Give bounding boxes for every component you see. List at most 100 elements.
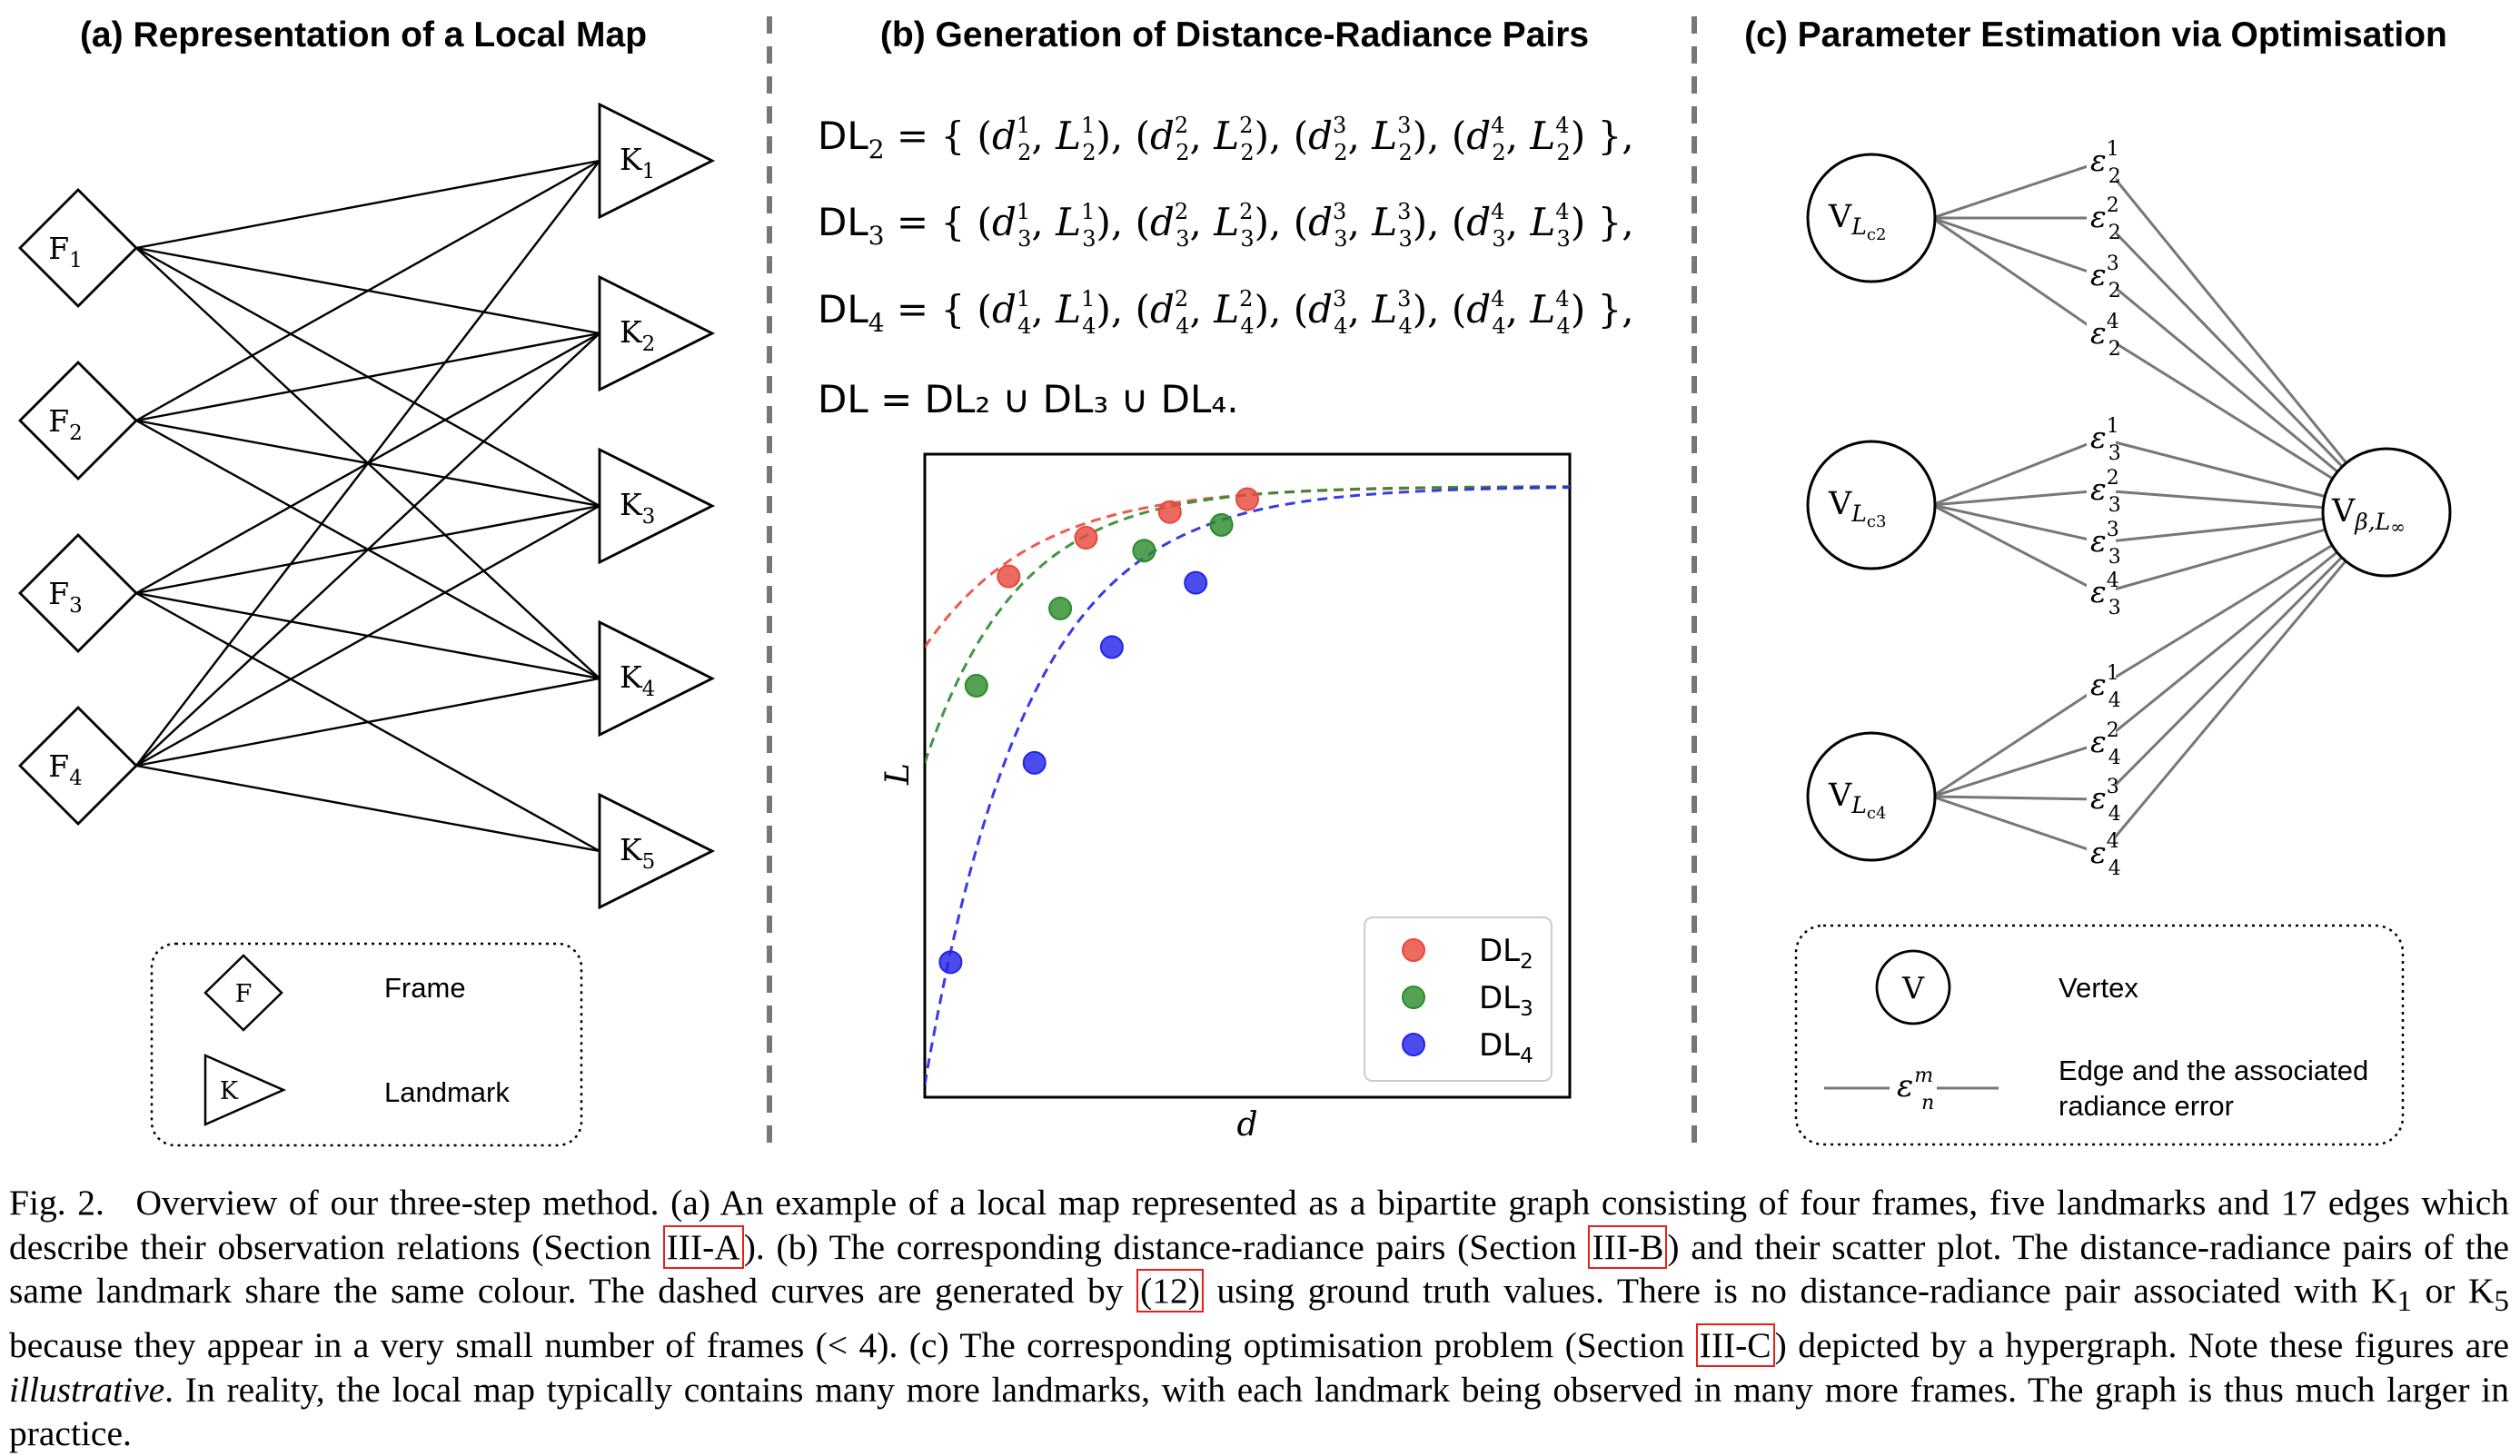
edge-v2-2 xyxy=(1932,216,2344,468)
frame-label-2: F2 xyxy=(48,403,83,445)
caption-text-3: ) and their scatter plot. The distance-r… xyxy=(9,1226,2510,1312)
curve-dl3 xyxy=(925,485,1570,764)
legend-marker-dl3 xyxy=(1402,986,1425,1009)
frame-node-1: F1 xyxy=(18,188,138,308)
edge-v4-4 xyxy=(1931,560,2347,856)
edge-f4-k2 xyxy=(135,332,600,767)
landmark-node-1: K1 xyxy=(598,102,716,220)
frame-label-3: F3 xyxy=(48,576,83,618)
edge-v4-3 xyxy=(1931,556,2343,801)
point-dl3-4 xyxy=(1209,512,1234,537)
caption-text-2: ). (b) The corresponding distance-radian… xyxy=(743,1226,1589,1267)
caption-text-4: using ground truth values. There is no d… xyxy=(1203,1271,2397,1311)
bipartite-edges xyxy=(135,159,600,853)
landmark-label-2: K2 xyxy=(620,314,655,356)
svg-text:VLc3: VLc3 xyxy=(1828,486,1886,531)
edge-label-3-2: ε2 3 xyxy=(2090,467,2121,517)
x-axis-label: d xyxy=(1236,1106,1257,1144)
point-dl2-1 xyxy=(997,564,1021,589)
panel-a-title: (a) Representation of a Local Map xyxy=(80,15,647,54)
edge-legend-label-2: radiance error xyxy=(2059,1090,2234,1122)
bipartite-nodes: F1 F2 F3 F4 K1 K2 K3 K4 K5 xyxy=(18,102,716,910)
edge-f4-k1 xyxy=(135,160,600,767)
landmark-label-1: K1 xyxy=(620,142,655,183)
edge-v2-4 xyxy=(1931,216,2334,480)
scatter-chart: d L DL2 DL3 DL4 xyxy=(879,452,1572,1144)
edge-label-4-3: ε3 4 xyxy=(2090,776,2121,826)
edge-legend-symbol: εm n xyxy=(1897,1065,1934,1114)
edge-label-2-4: ε4 2 xyxy=(2090,311,2121,361)
edge-label-4-1: ε1 4 xyxy=(2090,662,2121,712)
edge-label-2-3: ε3 2 xyxy=(2090,253,2121,302)
frame-label-1: F1 xyxy=(48,231,83,272)
edge-f2-k2 xyxy=(135,332,600,422)
point-dl3-2 xyxy=(1048,596,1073,620)
landmark-label-3: K3 xyxy=(620,487,655,529)
point-dl3-1 xyxy=(964,673,988,698)
figure-caption: Fig. 2. Overview of our three-step metho… xyxy=(9,1181,2509,1456)
edge-legend-label-1: Edge and the associated xyxy=(2059,1055,2368,1086)
edge-v3-2 xyxy=(1931,489,2324,510)
landmark-legend-label: Landmark xyxy=(384,1076,510,1108)
caption-ref-section-3a[interactable]: III-A xyxy=(662,1224,744,1269)
panel-c-title: (c) Parameter Estimation via Optimisatio… xyxy=(1744,15,2447,54)
landmark-node-3: K3 xyxy=(598,447,716,565)
edge-label-4-4: ε4 4 xyxy=(2090,830,2121,880)
frame-legend-label: Frame xyxy=(384,972,466,1004)
point-dl2-4 xyxy=(1235,487,1259,511)
vertex-legend-label: Vertex xyxy=(2059,972,2138,1004)
edge-label-3-3: ε3 3 xyxy=(2090,519,2121,569)
svg-text:VLc2: VLc2 xyxy=(1828,199,1886,244)
landmark-node-2: K2 xyxy=(598,274,716,392)
caption-ref-section-3b[interactable]: III-B xyxy=(1588,1224,1668,1269)
frame-node-4: F4 xyxy=(18,706,138,826)
figure-canvas: (a) Representation of a Local Map (b) Ge… xyxy=(18,15,2452,1147)
vertex-lc3: VLc3 xyxy=(1806,440,1937,570)
edge-label-3-1: ε1 3 xyxy=(2090,415,2121,465)
vertex-lc2: VLc2 xyxy=(1806,153,1937,283)
equation-dl3: DL3 = { (d1 3, L1 3), (d2 3, L2 3), (d3 3, L3… xyxy=(818,199,1634,252)
vertex-lc4: VLc4 xyxy=(1806,731,1937,862)
point-dl2-2 xyxy=(1074,526,1098,550)
frame-node-3: F3 xyxy=(18,533,138,653)
equation-dl2: DL2 = { (d1 2, L1 2), (d2 2, L2 2), (d3 2, L3… xyxy=(818,113,1634,165)
edge-v4-2 xyxy=(1931,550,2338,798)
hypergraph: ε1 2 ε2 2 ε3 2 ε4 2 ε1 3ε2 3ε3 3ε4 3 ε1 4 ε2 4 ε3 4 ε4 4 VLc2… xyxy=(1806,137,2452,880)
edge-label-2-2: ε2 2 xyxy=(2090,194,2121,244)
edge-label-2-1: ε1 2 xyxy=(2090,138,2121,188)
edge-v2-3 xyxy=(1931,216,2339,473)
caption-k1-sub: 1 xyxy=(2396,1284,2412,1318)
caption-text-8: . In reality, the local map typically co… xyxy=(9,1369,2509,1454)
caption-text-7: ) depicted by a hypergraph. Note these f… xyxy=(1774,1325,2509,1366)
legend-box-c xyxy=(1794,924,2405,1146)
caption-text-6: because they appear in a very small numb… xyxy=(9,1325,1696,1366)
caption-fig-number: Fig. 2. xyxy=(9,1183,104,1223)
landmark-legend-symbol: K xyxy=(220,1077,239,1105)
point-dl4-3 xyxy=(1099,635,1124,659)
caption-ref-equation-12[interactable]: (12) xyxy=(1136,1269,1204,1312)
landmark-label-4: K4 xyxy=(620,659,655,701)
edge-f4-k5 xyxy=(135,764,600,853)
legend-box-a xyxy=(150,942,583,1147)
point-dl2-3 xyxy=(1157,500,1182,524)
edge-v2-1 xyxy=(1931,160,2347,464)
point-dl3-3 xyxy=(1132,539,1156,563)
edge-label-3-4: ε4 3 xyxy=(2090,570,2121,619)
caption-k5-sub: 5 xyxy=(2494,1284,2509,1318)
point-dl4-1 xyxy=(938,950,963,975)
landmark-node-5: K5 xyxy=(598,792,716,910)
point-dl4-4 xyxy=(1184,570,1208,595)
caption-ref-section-3c[interactable]: III-C xyxy=(1695,1323,1775,1368)
svg-text:VLc4: VLc4 xyxy=(1828,778,1886,823)
caption-text-5: or K xyxy=(2411,1271,2495,1311)
frame-legend-symbol: F xyxy=(235,980,253,1008)
point-dl4-2 xyxy=(1022,750,1047,775)
edge-v3-1 xyxy=(1931,437,2326,507)
landmark-legend-icon xyxy=(203,1054,287,1126)
edge-f1-k1 xyxy=(135,159,600,250)
legend-label-dl2: DL2 xyxy=(1479,933,1533,974)
hyperedges xyxy=(1931,160,2347,856)
landmark-label-5: K5 xyxy=(620,832,655,874)
legend-label-dl3: DL3 xyxy=(1479,980,1533,1021)
panel-b-title: (b) Generation of Distance-Radiance Pair… xyxy=(880,15,1589,54)
